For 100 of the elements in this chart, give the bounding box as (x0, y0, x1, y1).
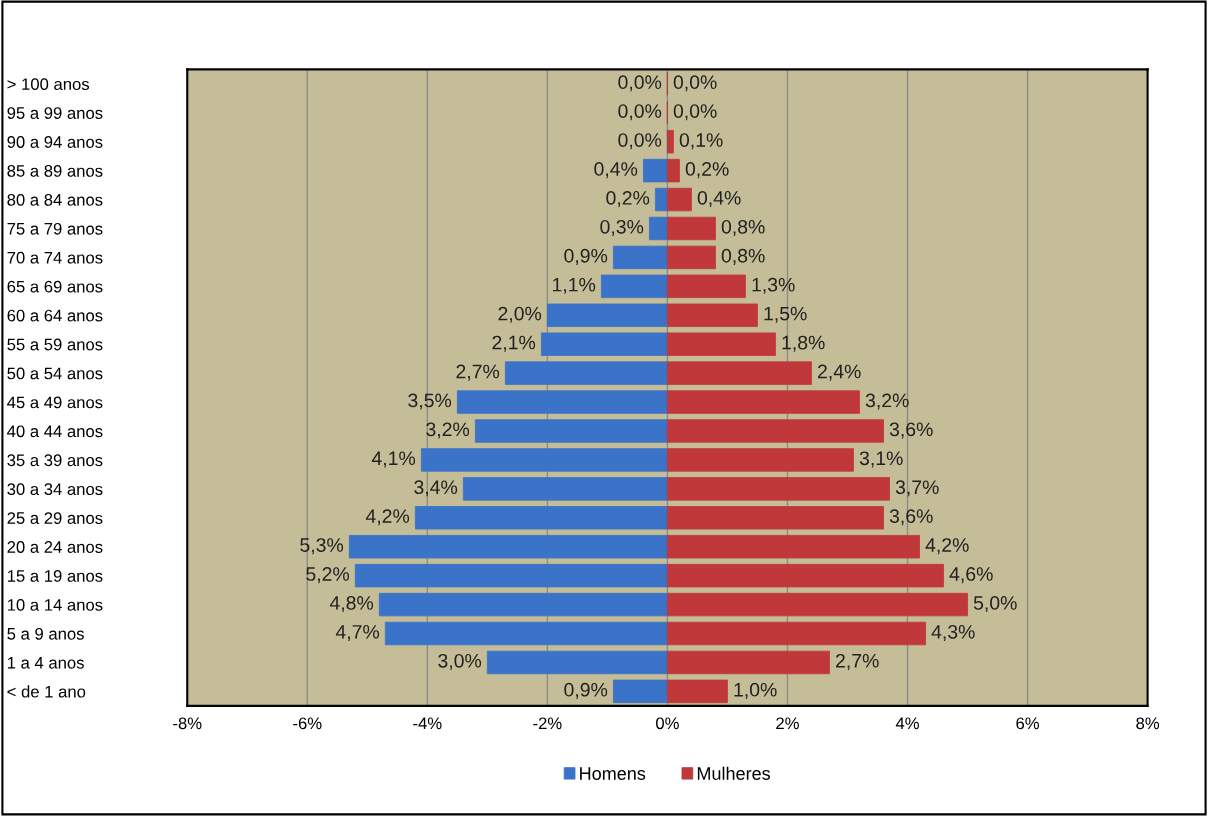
bar (462, 477, 668, 501)
data-label: 5,3% (300, 538, 344, 555)
bar (600, 274, 668, 299)
bar (504, 361, 668, 385)
data-label: 3,6% (889, 422, 933, 439)
bar (378, 592, 668, 617)
legend-label: Mulheres (697, 766, 771, 780)
bar (540, 332, 668, 356)
data-label: 1,0% (734, 682, 777, 699)
x-tick-label: -6% (293, 717, 322, 730)
data-label: 2,7% (836, 653, 879, 670)
x-tick-label: 8% (1136, 717, 1160, 730)
data-label: 1,3% (752, 277, 795, 294)
bar (667, 563, 944, 588)
data-label: 4,3% (931, 624, 975, 642)
data-label: 0,2% (606, 191, 650, 208)
data-label: 0,1% (679, 133, 723, 150)
y-tick-label: 70 a 74 anos (7, 251, 103, 264)
y-tick-label: 35 a 39 anos (7, 454, 103, 467)
bar (667, 274, 746, 299)
y-tick-label: < de 1 ano (7, 685, 86, 698)
y-tick-label: 25 a 29 anos (7, 512, 103, 524)
y-tick-label: 5 a 9 anos (7, 627, 84, 640)
bar (667, 245, 716, 270)
data-label: 0,0% (618, 75, 662, 92)
bar (667, 390, 860, 414)
x-tick-label: -8% (173, 717, 202, 730)
data-label: 0,0% (618, 133, 662, 150)
bar (667, 158, 680, 183)
data-label: 0,0% (673, 104, 717, 121)
bar (354, 563, 668, 588)
data-label: 2,0% (498, 306, 542, 323)
bar (667, 650, 830, 675)
bar (667, 592, 968, 617)
data-label: 3,1% (859, 451, 903, 468)
data-label: 0,3% (600, 219, 644, 236)
y-tick-label: 90 a 94 anos (7, 136, 103, 148)
data-label: 0,8% (721, 219, 765, 236)
data-label: 0,9% (564, 682, 608, 699)
y-tick-label: 85 a 89 anos (7, 165, 103, 177)
x-tick-label: 0% (656, 717, 679, 730)
data-label: 2,7% (456, 364, 500, 381)
data-label: 1,1% (553, 277, 596, 294)
data-label: 0,9% (564, 248, 608, 265)
data-label: 0,4% (594, 162, 638, 179)
data-label: 1,8% (782, 335, 825, 352)
bar (667, 477, 890, 501)
bar (456, 390, 668, 414)
data-label: 3,7% (895, 480, 939, 497)
bar (667, 621, 926, 646)
bar (667, 129, 674, 154)
bar (667, 506, 884, 530)
data-label: 4,7% (335, 625, 380, 642)
data-label: 4,2% (365, 509, 410, 526)
data-label: 3,4% (414, 480, 458, 497)
data-label: 3,6% (889, 509, 933, 526)
data-label: 0,2% (685, 162, 729, 179)
y-tick-label: 50 a 54 anos (7, 367, 103, 380)
data-label: 0,0% (618, 104, 662, 121)
data-label: 3,5% (408, 393, 452, 410)
data-label: 0,4% (697, 191, 741, 208)
bar (667, 303, 758, 327)
bar (667, 679, 728, 704)
data-label: 5,2% (306, 567, 350, 584)
x-tick-label: 2% (776, 717, 799, 730)
bar (546, 303, 668, 327)
data-label: 4,2% (925, 538, 969, 555)
y-tick-label: 45 a 49 anos (7, 396, 103, 409)
x-tick-label: -2% (533, 717, 562, 730)
bar (486, 650, 668, 675)
y-tick-label: 75 a 79 anos (7, 222, 103, 235)
data-label: 3,2% (426, 422, 470, 439)
bar (612, 679, 668, 704)
data-label: 0,0% (673, 75, 717, 92)
y-tick-label: 55 a 59 anos (7, 338, 103, 351)
data-label: 0,8% (721, 248, 765, 265)
bar (667, 419, 884, 443)
bar (667, 361, 812, 385)
y-tick-label: > 100 anos (7, 78, 90, 91)
bar (667, 216, 716, 241)
data-label: 2,1% (492, 335, 536, 352)
bar (648, 216, 668, 241)
x-tick-label: 6% (1016, 717, 1040, 730)
y-tick-label: 30 a 34 anos (7, 483, 103, 496)
data-label: 4,1% (371, 451, 416, 468)
data-label: 3,0% (438, 653, 482, 670)
y-tick-label: 65 a 69 anos (7, 280, 103, 293)
data-label: 5,0% (973, 596, 1017, 613)
bar (667, 448, 854, 472)
y-tick-label: 80 a 84 anos (7, 193, 103, 206)
bar (474, 419, 668, 443)
data-label: 1,5% (764, 306, 807, 323)
bar (642, 158, 668, 183)
legend-label: Homens (580, 767, 646, 780)
bar (667, 535, 920, 559)
data-label: 4,8% (329, 596, 374, 613)
y-tick-label: 95 a 99 anos (7, 107, 103, 119)
data-label: 2,4% (818, 364, 861, 381)
data-label: 3,2% (865, 393, 909, 410)
bar (420, 448, 668, 472)
